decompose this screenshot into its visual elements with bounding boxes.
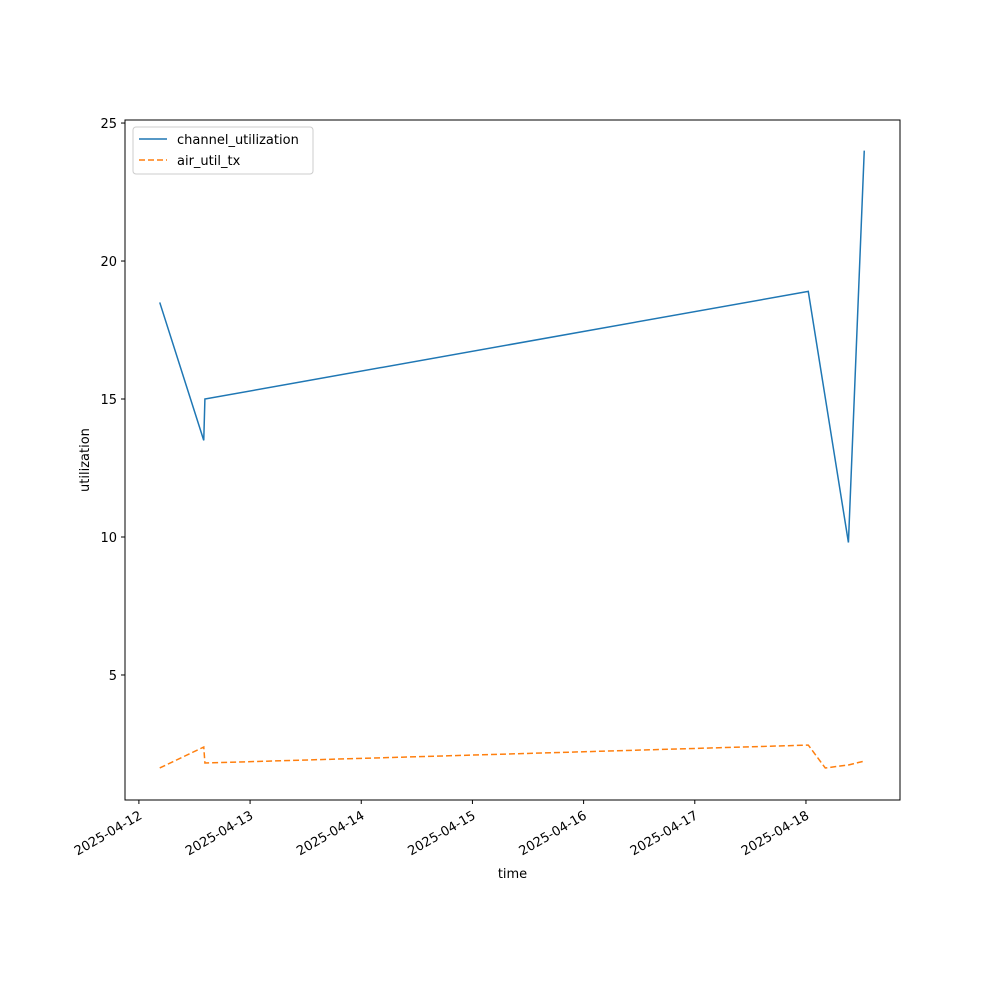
legend-label: channel_utilization [177,133,299,148]
y-tick-label: 15 [100,393,117,408]
y-tick-label: 5 [109,669,117,684]
legend-label: air_util_tx [177,154,241,169]
y-axis-label: utilization [78,428,93,492]
plot-frame [124,119,901,801]
x-tick-label: 2025-04-18 [739,808,812,859]
y-tick-label: 20 [100,255,117,270]
data-line [159,744,865,769]
x-axis-label: time [498,867,527,882]
y-tick-label: 25 [100,117,117,132]
legend-box [132,126,314,175]
x-tick-label: 2025-04-12 [72,808,145,859]
x-tick-label: 2025-04-16 [517,808,590,859]
x-tick-label: 2025-04-13 [183,808,256,859]
x-tick-label: 2025-04-17 [628,808,701,859]
y-tick-label: 10 [100,531,117,546]
x-tick-label: 2025-04-15 [405,808,478,859]
x-tick-label: 2025-04-14 [294,808,367,859]
data-line [159,150,866,543]
